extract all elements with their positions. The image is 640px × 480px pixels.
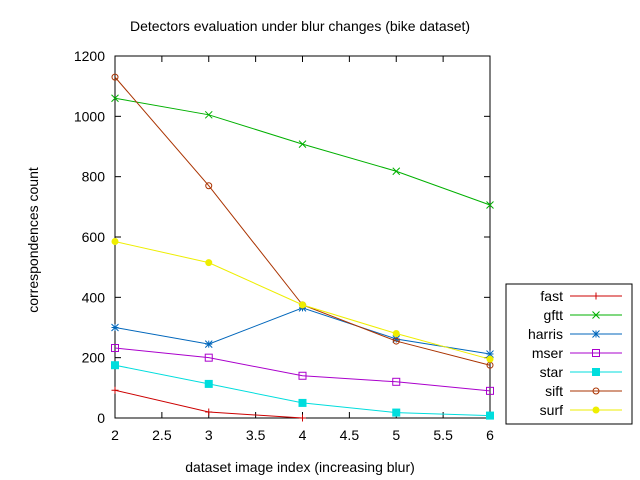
data-point-sift bbox=[392, 337, 400, 345]
data-point-surf bbox=[486, 355, 494, 363]
series-surf bbox=[111, 238, 494, 363]
data-point-harris bbox=[392, 335, 401, 343]
data-point-fast bbox=[205, 408, 213, 416]
data-point-mser bbox=[392, 377, 401, 386]
plot-frame bbox=[114, 55, 491, 419]
y-tick-label: 200 bbox=[82, 350, 106, 366]
legend-marker-fast bbox=[592, 292, 600, 300]
series-gftt bbox=[111, 94, 494, 209]
legend-marker-harris bbox=[592, 330, 600, 338]
series-layer bbox=[111, 73, 494, 422]
legend-label-sift: sift bbox=[545, 383, 563, 399]
legend-label-star: star bbox=[540, 364, 564, 380]
data-point-mser bbox=[111, 344, 119, 353]
data-point-mser bbox=[204, 353, 213, 362]
data-point-fast bbox=[111, 386, 119, 394]
legend: fast gftt harris mser star sift surf bbox=[505, 283, 633, 425]
x-tick-label: 3.5 bbox=[246, 427, 266, 443]
x-tick-label: 5 bbox=[392, 427, 400, 443]
series-line-star bbox=[114, 364, 491, 417]
chart-title: Detectors evaluation under blur changes … bbox=[130, 18, 470, 34]
legend-label-gftt: gftt bbox=[544, 307, 564, 323]
x-tick-label: 4 bbox=[299, 427, 307, 443]
series-line-surf bbox=[114, 241, 491, 360]
data-point-harris bbox=[111, 323, 119, 332]
legend-label-harris: harris bbox=[528, 326, 563, 342]
y-tick-label: 800 bbox=[82, 169, 106, 185]
series-harris bbox=[111, 304, 494, 358]
x-tick-label: 3 bbox=[205, 427, 213, 443]
axes: 2 2.5 3 3.5 4 4.5 5 5.5 6 0 200 400 600 800 1000 1200 bbox=[74, 48, 494, 443]
legend-label-mser: mser bbox=[532, 345, 563, 361]
data-point-gftt bbox=[486, 201, 494, 209]
data-point-sift bbox=[111, 73, 119, 81]
x-tick-label: 2.5 bbox=[152, 427, 172, 443]
series-line-gftt bbox=[114, 97, 491, 206]
series-line-sift bbox=[114, 76, 491, 366]
series-star bbox=[111, 361, 494, 420]
legend-marker-gftt bbox=[592, 311, 600, 319]
data-point-harris bbox=[486, 350, 494, 358]
data-point-star bbox=[204, 379, 213, 388]
y-tick-label: 600 bbox=[82, 229, 106, 245]
x-tick-label: 5.5 bbox=[433, 427, 453, 443]
legend-marker-mser bbox=[592, 349, 600, 357]
legend-box bbox=[505, 283, 633, 425]
y-tick-label: 400 bbox=[82, 289, 106, 305]
x-tick-label: 2 bbox=[111, 427, 119, 443]
data-point-gftt bbox=[204, 110, 213, 119]
series-fast bbox=[111, 386, 306, 422]
x-axis-title: dataset image index (increasing blur) bbox=[185, 459, 415, 475]
y-tick-label: 0 bbox=[97, 410, 105, 426]
data-point-mser bbox=[298, 371, 307, 380]
y-tick-label: 1000 bbox=[74, 108, 105, 124]
data-point-gftt bbox=[392, 167, 401, 176]
data-point-surf bbox=[111, 238, 119, 246]
x-tick-label: 4.5 bbox=[340, 427, 360, 443]
legend-label-fast: fast bbox=[540, 288, 563, 304]
series-mser bbox=[111, 344, 494, 395]
data-point-fast bbox=[299, 414, 306, 422]
data-point-star bbox=[111, 361, 119, 370]
data-point-star bbox=[392, 408, 401, 417]
series-line-harris bbox=[114, 307, 491, 355]
data-point-star bbox=[486, 411, 494, 420]
data-point-surf bbox=[299, 301, 306, 309]
legend-marker-star bbox=[592, 368, 600, 376]
data-point-surf bbox=[205, 259, 213, 267]
data-point-mser bbox=[486, 386, 494, 395]
series-sift bbox=[111, 73, 494, 369]
data-point-harris bbox=[204, 340, 213, 348]
data-point-gftt bbox=[298, 140, 307, 148]
data-point-sift bbox=[205, 182, 213, 190]
y-axis-title: correspondences count bbox=[25, 167, 41, 313]
data-point-surf bbox=[392, 330, 400, 338]
legend-marker-surf bbox=[592, 406, 600, 414]
data-point-gftt bbox=[111, 94, 119, 103]
legend-label-surf: surf bbox=[540, 402, 563, 418]
y-tick-label: 1200 bbox=[74, 48, 105, 64]
data-point-star bbox=[298, 398, 307, 407]
x-tick-label: 6 bbox=[486, 427, 494, 443]
legend-marker-sift bbox=[592, 387, 600, 395]
series-line-mser bbox=[114, 347, 491, 392]
